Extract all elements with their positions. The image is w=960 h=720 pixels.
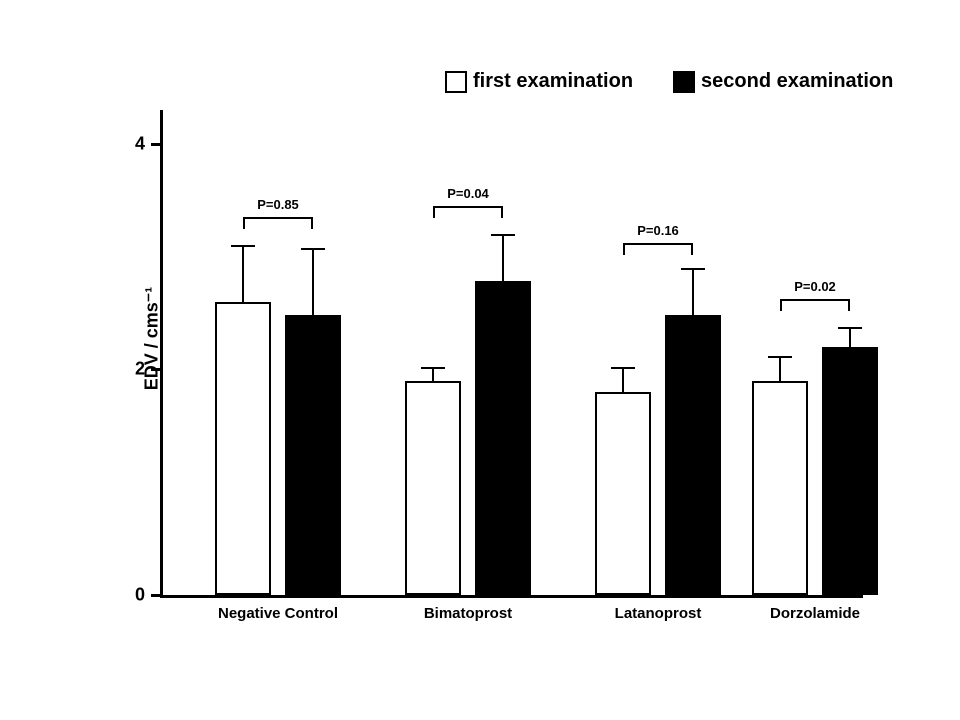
y-axis-label: EDV / cms⁻¹ [141, 287, 162, 391]
legend-item: first examination [445, 70, 633, 93]
error-bar [849, 327, 851, 347]
x-tick-label: Latanoprost [615, 595, 702, 622]
y-tick-label: 0 [135, 585, 163, 606]
bar [405, 381, 461, 595]
p-value-label: P=0.85 [257, 197, 299, 212]
p-value-label: P=0.16 [637, 223, 679, 238]
bar [752, 381, 808, 595]
comparison-bracket [780, 299, 850, 311]
y-tick-label: 4 [135, 133, 163, 154]
p-value-label: P=0.02 [794, 279, 836, 294]
bar [822, 347, 878, 595]
error-bar [242, 245, 244, 301]
p-value-label: P=0.04 [447, 186, 489, 201]
bar [595, 392, 651, 595]
legend-label: second examination [701, 70, 893, 93]
comparison-bracket [243, 217, 313, 229]
error-bar [502, 234, 504, 281]
bar [285, 315, 341, 595]
error-bar [692, 268, 694, 315]
error-bar [779, 356, 781, 381]
bar [665, 315, 721, 595]
legend-swatch [673, 71, 695, 93]
plot-area: 024Negative ControlP=0.85BimatoprostP=0.… [160, 110, 863, 598]
comparison-bracket [623, 243, 693, 255]
x-tick-label: Dorzolamide [770, 595, 860, 622]
error-bar [622, 367, 624, 392]
x-tick-label: Negative Control [218, 595, 338, 622]
legend-item: second examination [673, 70, 893, 93]
legend: first examination second examination [445, 70, 893, 93]
chart-figure: 024Negative ControlP=0.85BimatoprostP=0.… [105, 80, 865, 625]
comparison-bracket [433, 206, 503, 218]
error-bar [432, 367, 434, 381]
legend-swatch [445, 71, 467, 93]
x-tick-label: Bimatoprost [424, 595, 512, 622]
legend-label: first examination [473, 70, 633, 93]
bar [475, 281, 531, 595]
bar [215, 302, 271, 595]
error-bar [312, 248, 314, 316]
